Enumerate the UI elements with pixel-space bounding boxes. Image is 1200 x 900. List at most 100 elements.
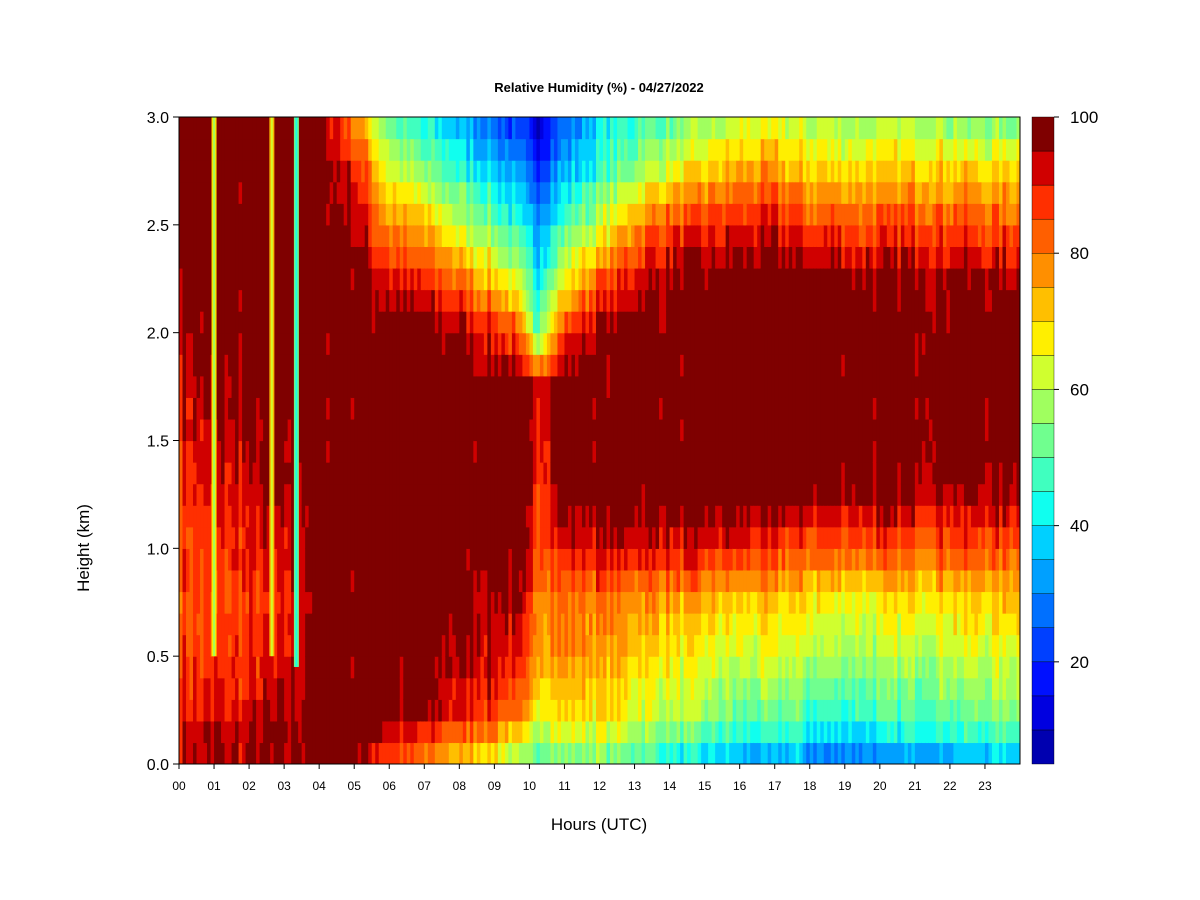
- heatmap-cell: [308, 591, 313, 614]
- heatmap-cell: [508, 160, 513, 183]
- heatmap-cell: [441, 548, 446, 571]
- heatmap-cell: [624, 677, 629, 700]
- heatmap-cell: [340, 332, 345, 355]
- heatmap-cell: [361, 483, 366, 506]
- heatmap-cell: [676, 634, 681, 657]
- heatmap-cell: [403, 613, 408, 636]
- heatmap-cell: [326, 203, 331, 226]
- heatmap-cell: [434, 613, 439, 636]
- heatmap-cell: [662, 699, 667, 722]
- heatmap-cell: [588, 117, 594, 140]
- heatmap-cell: [476, 548, 481, 571]
- heatmap-cell: [567, 569, 573, 593]
- heatmap-cell: [238, 569, 243, 593]
- heatmap-cell: [368, 634, 373, 657]
- heatmap-cell: [652, 224, 657, 247]
- heatmap-cell: [410, 634, 415, 657]
- heatmap-cell: [186, 613, 191, 636]
- heatmap-cell: [434, 246, 439, 269]
- heatmap-cell: [729, 440, 734, 463]
- heatmap-cell: [508, 742, 513, 764]
- heatmap-cell: [182, 462, 187, 485]
- heatmap-cell: [298, 354, 303, 377]
- heatmap-cell: [298, 591, 303, 614]
- heatmap-cell: [252, 742, 257, 764]
- heatmap-cell: [613, 375, 618, 398]
- heatmap-cell: [578, 160, 583, 183]
- heatmap-cell: [532, 289, 538, 312]
- heatmap-cell: [469, 634, 474, 657]
- heatmap-cell: [403, 397, 408, 420]
- heatmap-cell: [574, 548, 580, 571]
- heatmap-cell: [624, 203, 629, 226]
- heatmap-cell: [736, 138, 741, 161]
- heatmap-cell: [722, 289, 727, 312]
- heatmap-cell: [501, 332, 506, 355]
- heatmap-cell: [417, 224, 422, 247]
- heatmap-cell: [511, 224, 516, 247]
- heatmap-cell: [560, 138, 566, 161]
- heatmap-cell: [603, 526, 608, 549]
- heatmap-cell: [368, 224, 373, 247]
- heatmap-cell: [638, 246, 643, 269]
- heatmap-cell: [371, 181, 376, 204]
- heatmap-cell: [522, 526, 527, 549]
- heatmap-cell: [347, 634, 352, 657]
- heatmap-cell: [532, 117, 538, 140]
- heatmap-cell: [490, 613, 495, 636]
- heatmap-cell: [294, 677, 299, 700]
- heatmap-cell: [417, 418, 422, 442]
- heatmap-cell: [729, 203, 734, 226]
- heatmap-cell: [284, 634, 289, 657]
- heatmap-cell: [396, 397, 401, 420]
- heatmap-cell: [343, 160, 348, 183]
- heatmap-cell: [610, 548, 615, 571]
- heatmap-cell: [546, 117, 552, 140]
- heatmap-cell: [273, 289, 278, 312]
- heatmap-cell: [231, 505, 236, 528]
- heatmap-cell: [340, 289, 345, 312]
- heatmap-cell: [392, 569, 397, 593]
- heatmap-cell: [596, 332, 601, 355]
- heatmap-cell: [427, 720, 432, 744]
- heatmap-cell: [455, 742, 460, 764]
- heatmap-cell: [715, 418, 720, 442]
- heatmap-cell: [546, 160, 552, 183]
- heatmap-cell: [434, 505, 439, 528]
- heatmap-cell: [739, 289, 744, 312]
- heatmap-cell: [515, 375, 520, 398]
- heatmap-cell: [522, 699, 527, 722]
- heatmap-cell: [340, 397, 345, 420]
- heatmap-cell: [259, 332, 264, 355]
- heatmap-cell: [280, 311, 285, 334]
- heatmap-cell: [588, 440, 594, 463]
- heatmap-cell: [235, 246, 240, 269]
- heatmap-cell: [525, 203, 531, 226]
- heatmap-cell: [350, 462, 355, 485]
- heatmap-cell: [448, 332, 453, 355]
- heatmap-cell: [326, 526, 331, 549]
- heatmap-cell: [525, 246, 531, 269]
- heatmap-cell: [476, 720, 481, 744]
- heatmap-cell: [711, 160, 716, 183]
- heatmap-cell: [757, 160, 762, 183]
- heatmap-cell: [522, 354, 527, 377]
- heatmap-cell: [340, 246, 345, 269]
- heatmap-cell: [522, 117, 527, 140]
- heatmap-cell: [308, 160, 313, 183]
- heatmap-cell: [750, 526, 755, 549]
- heatmap-cell: [385, 548, 390, 571]
- heatmap-cell: [518, 289, 523, 312]
- heatmap-cell: [231, 224, 236, 247]
- heatmap-cell: [420, 613, 425, 636]
- heatmap-cell: [581, 375, 587, 398]
- heatmap-cell: [284, 160, 289, 183]
- heatmap-cell: [543, 354, 548, 377]
- heatmap-cell: [235, 181, 240, 204]
- heatmap-cell: [711, 613, 716, 636]
- heatmap-cell: [203, 526, 208, 549]
- heatmap-cell: [228, 526, 233, 549]
- heatmap-cell: [641, 246, 646, 269]
- heatmap-cell: [553, 699, 559, 722]
- heatmap-cell: [515, 418, 520, 442]
